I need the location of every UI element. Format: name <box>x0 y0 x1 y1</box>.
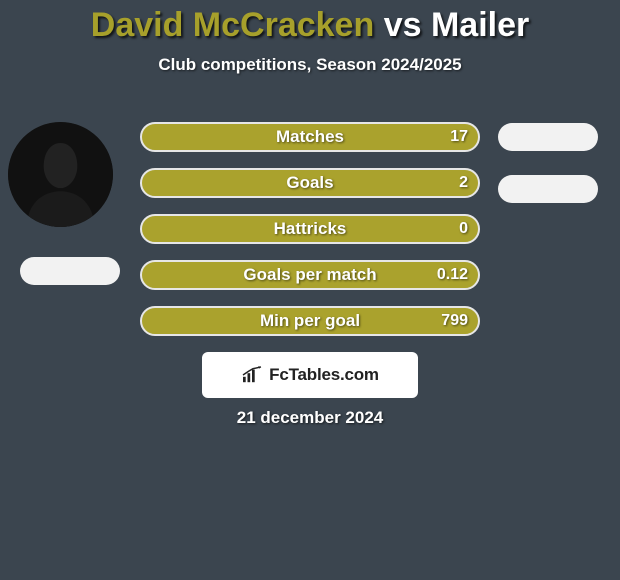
stat-bar-hattricks: Hattricks 0 <box>140 214 480 244</box>
comparison-title: David McCracken vs Mailer <box>0 0 620 45</box>
footer-date: 21 december 2024 <box>0 408 620 428</box>
stat-label: Hattricks <box>274 219 347 239</box>
subtitle: Club competitions, Season 2024/2025 <box>0 55 620 75</box>
avatar-silhouette-icon <box>8 122 113 227</box>
stat-label: Min per goal <box>260 311 360 331</box>
stat-label: Matches <box>276 127 344 147</box>
stat-bar-goals-per-match: Goals per match 0.12 <box>140 260 480 290</box>
stat-value: 17 <box>450 128 468 146</box>
bar-chart-icon <box>241 366 263 384</box>
player2-pill-1 <box>498 123 598 151</box>
stat-value: 2 <box>459 174 468 192</box>
stat-bar-goals: Goals 2 <box>140 168 480 198</box>
branding-badge[interactable]: FcTables.com <box>202 352 418 398</box>
vs-word: vs <box>384 6 422 44</box>
branding-text: FcTables.com <box>269 365 379 385</box>
stat-bars: Matches 17 Goals 2 Hattricks 0 Goals per… <box>140 122 480 352</box>
player2-pill-2 <box>498 175 598 203</box>
player1-avatar <box>8 122 113 227</box>
stat-label: Goals <box>286 173 333 193</box>
stat-value: 799 <box>441 312 468 330</box>
player2-name: Mailer <box>431 6 529 44</box>
stat-bar-min-per-goal: Min per goal 799 <box>140 306 480 336</box>
stat-label: Goals per match <box>243 265 376 285</box>
player1-name-pill <box>20 257 120 285</box>
stat-bar-matches: Matches 17 <box>140 122 480 152</box>
stat-value: 0.12 <box>437 266 468 284</box>
player1-name: David McCracken <box>91 6 374 44</box>
stat-value: 0 <box>459 220 468 238</box>
